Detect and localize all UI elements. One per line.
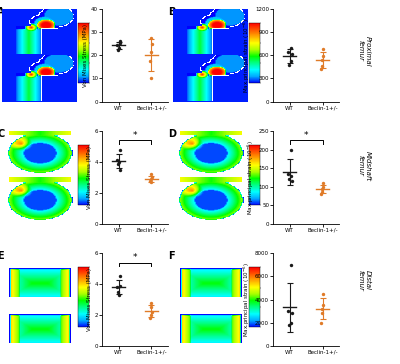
Point (286, 177, 293, 182)
Point (287, 58, 294, 64)
Point (286, 62, 293, 67)
Point (287, 320, 294, 325)
Point (147, 76, 154, 82)
Y-axis label: Max.principal strain (10$^{-6}$): Max.principal strain (10$^{-6}$) (242, 262, 252, 337)
Text: D: D (168, 129, 176, 139)
Point (148, 309, 155, 315)
Point (115, 289, 122, 295)
Text: C: C (0, 129, 4, 139)
Text: Midshaft
femur: Midshaft femur (358, 151, 371, 181)
Point (318, 63, 325, 69)
Y-axis label: Max.principal strain (10$^{-6}$): Max.principal strain (10$^{-6}$) (242, 18, 252, 93)
Point (117, 283, 124, 289)
Point (288, 310, 295, 316)
Point (147, 312, 154, 318)
Point (114, 42, 120, 48)
Point (318, 66, 324, 72)
Point (148, 41, 155, 47)
Point (147, 176, 154, 182)
Point (319, 310, 326, 316)
Y-axis label: Von Mises Stress (MPa): Von Mises Stress (MPa) (83, 24, 88, 87)
Point (148, 35, 155, 41)
Point (320, 46, 326, 52)
Point (320, 302, 326, 308)
Point (116, 292, 123, 298)
Y-axis label: Von Mises Stress (MPa): Von Mises Stress (MPa) (87, 146, 92, 209)
Text: A: A (0, 7, 5, 17)
Point (288, 45, 294, 51)
Point (318, 191, 324, 197)
Point (115, 47, 122, 52)
Point (288, 262, 294, 268)
Point (148, 174, 155, 180)
Point (287, 173, 294, 178)
Point (116, 39, 123, 44)
Point (148, 300, 155, 305)
Point (288, 51, 295, 57)
Text: *: * (133, 253, 137, 262)
Point (320, 184, 326, 190)
Point (319, 57, 326, 63)
Text: Proximal
femur: Proximal femur (358, 36, 371, 66)
Text: B: B (168, 7, 176, 17)
Y-axis label: Max.principal strain (10$^{-6}$): Max.principal strain (10$^{-6}$) (246, 140, 256, 215)
Point (148, 171, 155, 177)
Point (146, 315, 153, 321)
Text: E: E (0, 252, 4, 261)
Point (319, 180, 326, 186)
Point (318, 186, 325, 191)
Text: *: * (133, 131, 137, 140)
Point (116, 273, 123, 279)
Point (288, 178, 295, 184)
Text: Distal
femur: Distal femur (358, 270, 371, 291)
Point (319, 291, 326, 297)
Point (285, 50, 291, 55)
Point (117, 167, 124, 173)
Point (319, 53, 326, 59)
Text: *: * (304, 131, 308, 140)
Point (318, 306, 325, 312)
Point (114, 158, 120, 163)
Point (285, 308, 291, 314)
Point (116, 46, 123, 51)
Point (146, 58, 153, 64)
Point (116, 147, 123, 153)
Y-axis label: Von Mises Stress (MPa): Von Mises Stress (MPa) (87, 268, 92, 331)
Text: F: F (168, 252, 175, 261)
Point (318, 320, 324, 325)
Point (148, 49, 155, 55)
Point (286, 322, 293, 328)
Point (319, 189, 326, 195)
Point (114, 284, 120, 290)
Point (115, 161, 122, 166)
Point (285, 171, 291, 177)
Point (148, 179, 155, 185)
Point (116, 159, 123, 165)
Point (288, 147, 294, 153)
Point (148, 304, 155, 310)
Point (146, 178, 153, 183)
Point (117, 40, 124, 46)
